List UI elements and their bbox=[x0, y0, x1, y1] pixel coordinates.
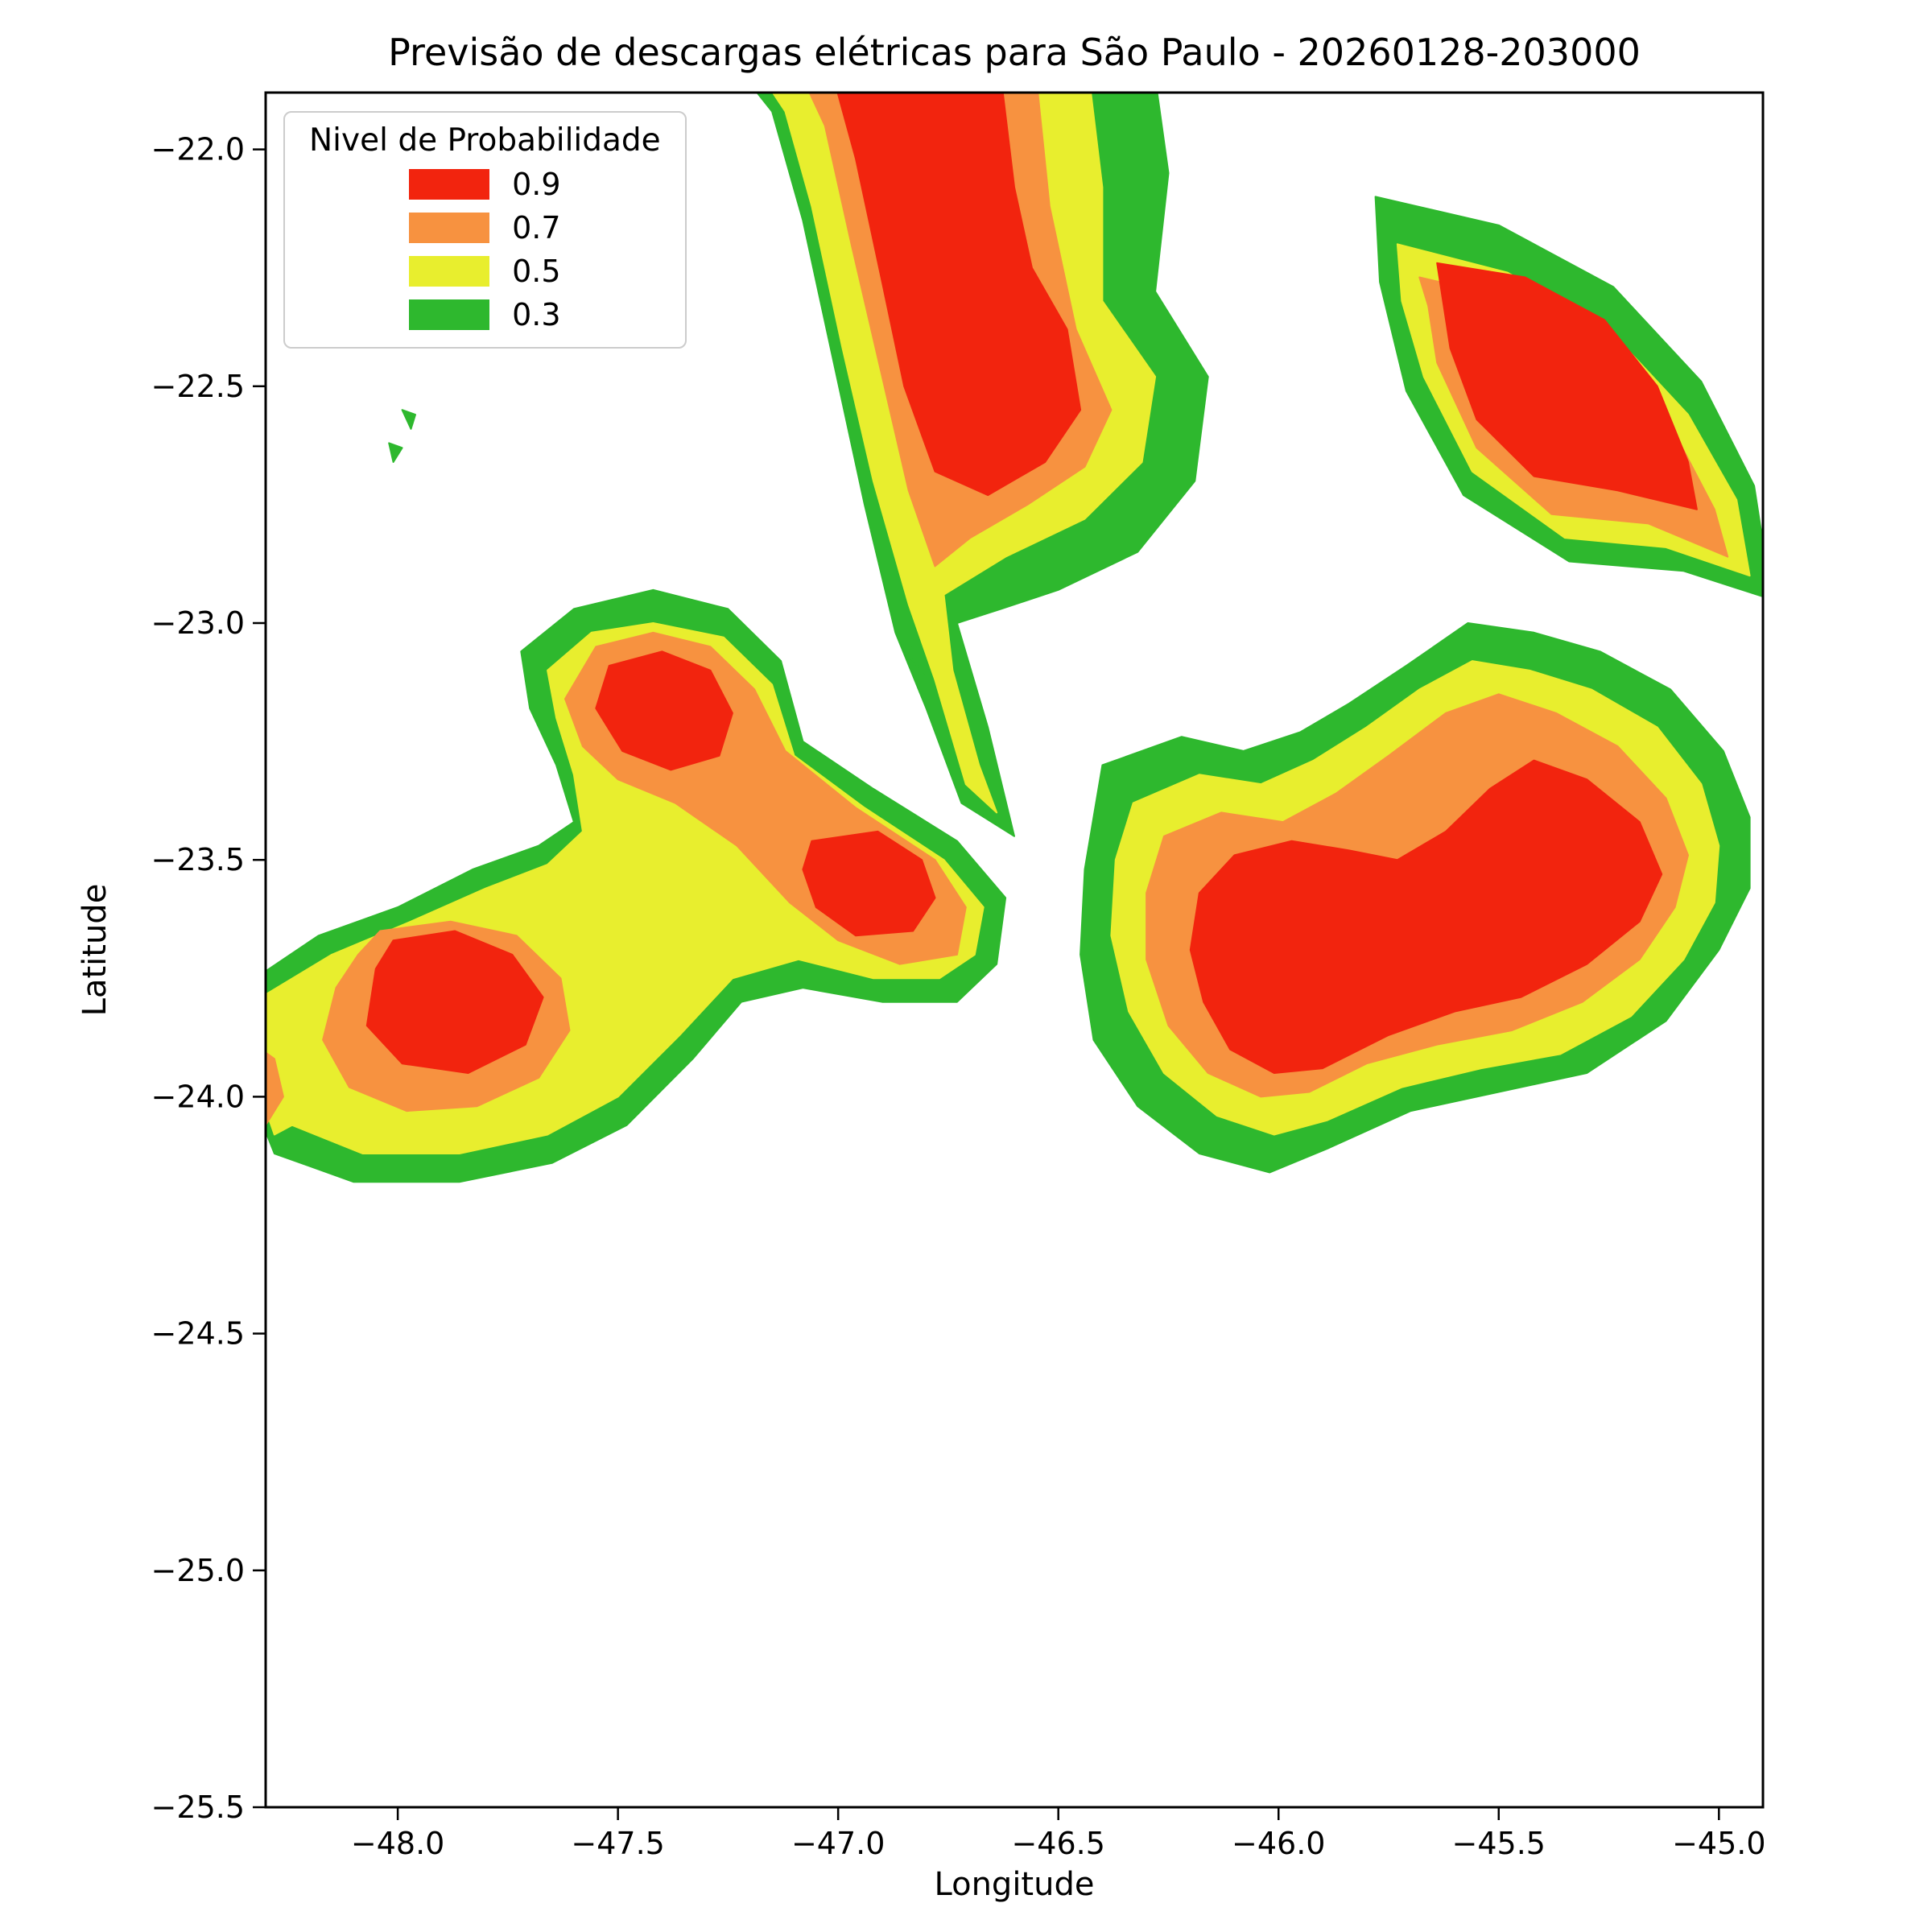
contour-level-0.7 bbox=[266, 1051, 284, 1126]
legend-entry-0.5: 0.5 bbox=[409, 254, 561, 289]
contour-level-0.3 bbox=[401, 409, 416, 430]
plot-frame bbox=[264, 91, 1765, 1809]
contour-level-0.9 bbox=[1436, 262, 1698, 510]
contour-level-0.9 bbox=[365, 930, 544, 1074]
legend-swatch bbox=[409, 256, 490, 287]
y-tick-label: −22.5 bbox=[151, 369, 245, 404]
contour-level-0.9 bbox=[595, 650, 733, 771]
y-tick-label: −25.5 bbox=[151, 1790, 245, 1825]
legend-title: Nivel de Probabilidade bbox=[309, 122, 661, 159]
x-tick-label: −48.0 bbox=[351, 1826, 444, 1861]
legend-swatch bbox=[409, 299, 490, 330]
x-tick-label: −46.0 bbox=[1232, 1826, 1325, 1861]
x-axis-label: Longitude bbox=[934, 1866, 1095, 1903]
x-tick-label: −45.0 bbox=[1672, 1826, 1765, 1861]
legend-entry-label: 0.9 bbox=[512, 167, 561, 202]
legend-entry-label: 0.5 bbox=[512, 254, 561, 289]
x-tick-label: −45.5 bbox=[1452, 1826, 1546, 1861]
contour-layers bbox=[266, 93, 1763, 1183]
y-tick-label: −24.5 bbox=[151, 1316, 245, 1352]
y-tick-label: −24.0 bbox=[151, 1079, 245, 1114]
x-tick-label: −47.0 bbox=[791, 1826, 885, 1861]
legend-entries: 0.9 0.7 0.5 0.3 bbox=[409, 167, 561, 332]
contour-level-0.3 bbox=[388, 442, 403, 463]
legend-swatch bbox=[409, 213, 490, 243]
x-tick-label: −47.5 bbox=[571, 1826, 664, 1861]
legend-entry-0.3: 0.3 bbox=[409, 297, 561, 332]
legend-entry-0.9: 0.9 bbox=[409, 167, 561, 202]
contour-level-0.9 bbox=[1189, 759, 1663, 1074]
contour-level-0.9 bbox=[802, 830, 936, 937]
legend-entry-0.7: 0.7 bbox=[409, 210, 561, 246]
legend-entry-label: 0.3 bbox=[512, 297, 561, 332]
y-tick-label: −23.5 bbox=[151, 842, 245, 877]
y-tick-label: −23.0 bbox=[151, 605, 245, 641]
legend-swatch bbox=[409, 169, 490, 200]
y-tick-label: −25.0 bbox=[151, 1553, 245, 1588]
legend-entry-label: 0.7 bbox=[512, 210, 561, 246]
y-tick-label: −22.0 bbox=[151, 132, 245, 167]
chart-title: Previsão de descargas elétricas para São… bbox=[388, 31, 1641, 74]
y-axis-label: Latitude bbox=[76, 883, 114, 1017]
x-tick-label: −46.5 bbox=[1011, 1826, 1104, 1861]
contour-level-0.9 bbox=[836, 93, 1082, 497]
legend: Nivel de Probabilidade 0.9 0.7 0.5 0.3 bbox=[283, 111, 687, 349]
